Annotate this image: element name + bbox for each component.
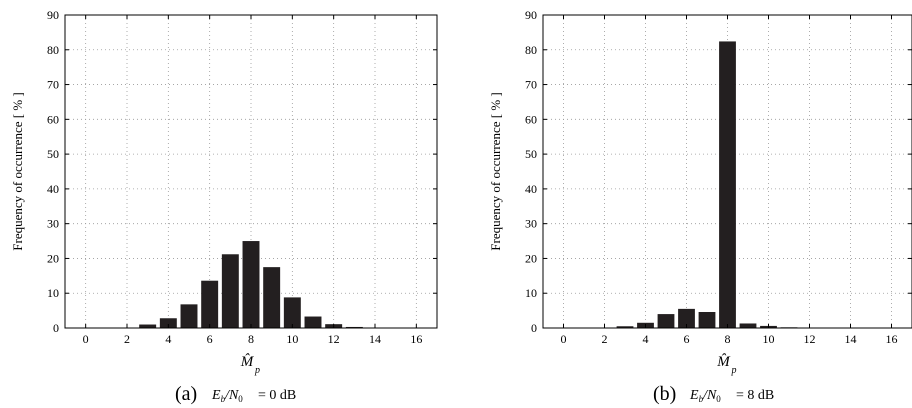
y-tick-label: 40 [47,182,59,196]
x-tick-label: 16 [886,332,898,346]
x-tick-label: 14 [369,332,381,346]
y-tick-label: 0 [53,321,59,335]
x-tick-label: 8 [248,332,254,346]
y-tick-label: 0 [531,321,537,335]
x-axis-label: M̂ [716,354,731,370]
x-axis-label-subscript: p [254,365,260,376]
x-tick-label: 10 [763,332,775,346]
x-tick-label: 12 [804,332,816,346]
x-tick-label: 2 [602,332,608,346]
x-tick-label: 14 [845,332,857,346]
y-tick-label: 50 [525,147,537,161]
y-tick-label: 30 [47,217,59,231]
y-tick-label: 90 [525,8,537,22]
bar [657,314,675,328]
caption-letter: (a) [175,383,197,405]
x-axis-label: M̂ [240,354,255,370]
y-tick-label: 90 [47,8,59,22]
y-tick-label: 60 [47,112,59,126]
bar [180,304,198,328]
x-tick-label: 16 [410,332,422,346]
caption-condition: = 8 dB [736,388,774,403]
x-tick-label: 0 [83,332,89,346]
x-tick-label: 12 [328,332,340,346]
bar [698,312,716,328]
y-tick-label: 10 [525,286,537,300]
caption-condition: = 0 dB [258,388,296,403]
bar [242,241,260,328]
y-axis-label: Frequency of occurrence [ % ] [10,92,25,250]
bar [719,41,736,328]
x-axis-label-subscript: p [731,365,737,376]
bar [263,267,281,328]
y-tick-label: 70 [525,78,537,92]
bar [616,326,634,328]
x-tick-label: 6 [684,332,690,346]
y-tick-label: 20 [525,251,537,265]
caption-eb-n0: Eb/N0 [689,388,721,404]
y-tick-label: 10 [47,286,59,300]
bar [678,308,695,328]
bar [221,254,239,328]
bar [345,326,363,328]
y-tick-label: 70 [47,78,59,92]
bar [201,280,219,328]
x-tick-label: 4 [165,332,171,346]
x-tick-label: 10 [286,332,298,346]
x-tick-label: 6 [207,332,213,346]
caption-eb-n0: Eb/N0 [211,388,243,404]
bar [739,323,757,328]
y-axis-label: Frequency of occurrence [ % ] [488,92,503,250]
y-tick-label: 50 [47,147,59,161]
x-tick-label: 2 [124,332,130,346]
x-tick-label: 4 [643,332,649,346]
y-tick-label: 80 [525,43,537,57]
bar [304,316,322,328]
bar [283,297,301,328]
chart-b: 0 10 20 30 40 50 60 70 80 90 0 2 4 6 8 10 12 14 16 Frequenc… [488,8,912,405]
bar [139,324,157,328]
caption-letter: (b) [653,383,676,405]
y-tick-label: 60 [525,112,537,126]
x-tick-label: 0 [561,332,567,346]
y-tick-label: 20 [47,251,59,265]
y-tick-label: 40 [525,182,537,196]
x-tick-label: 8 [725,332,731,346]
bar [159,318,177,328]
y-tick-label: 30 [525,217,537,231]
chart-a: 0 10 20 30 40 50 60 70 80 90 0 2 4 6 8 10 12 14 16 Frequenc… [10,8,438,405]
y-tick-label: 80 [47,43,59,57]
